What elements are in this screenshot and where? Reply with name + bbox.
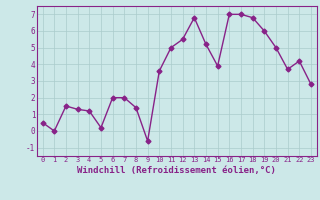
X-axis label: Windchill (Refroidissement éolien,°C): Windchill (Refroidissement éolien,°C) — [77, 166, 276, 175]
